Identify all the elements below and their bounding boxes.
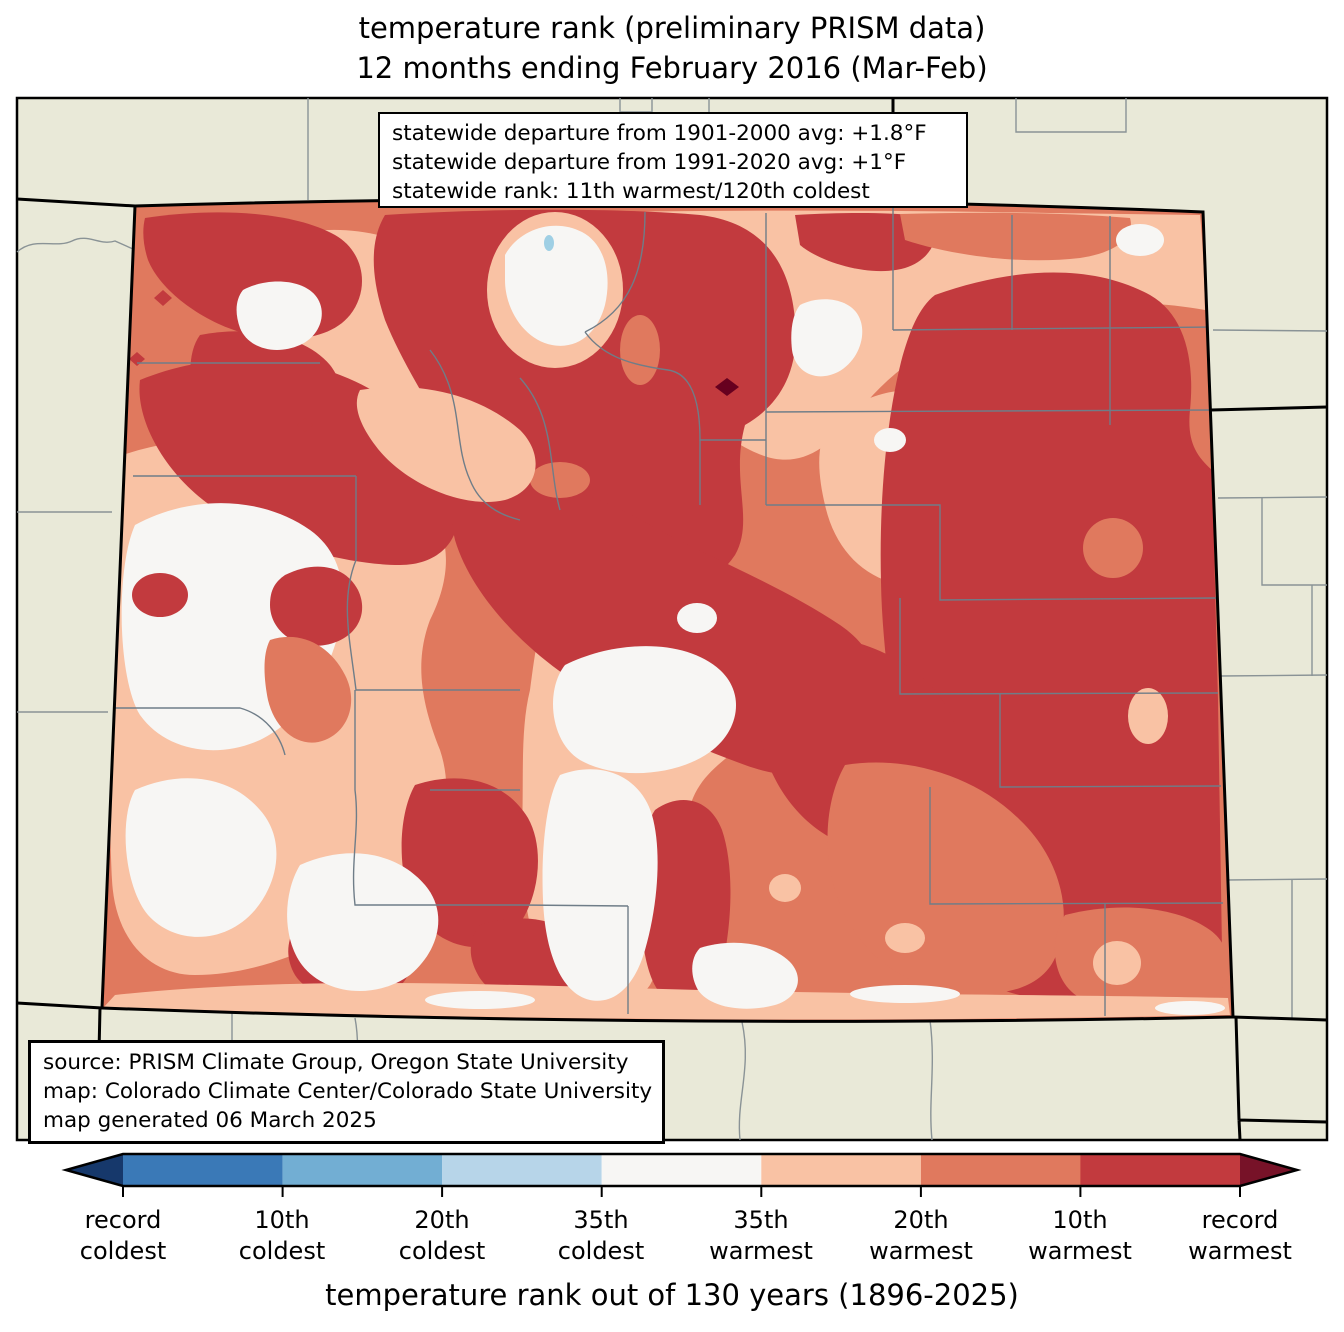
- title-line-1: temperature rank (preliminary PRISM data…: [358, 11, 986, 45]
- colorbar-label-35th-warmest: 35th warmest: [709, 1206, 813, 1265]
- colorbar-segment-35th-warmest: [761, 1154, 921, 1186]
- colorbar-segment-near-normal: [601, 1154, 762, 1186]
- page-title: temperature rank (preliminary PRISM data…: [0, 8, 1344, 88]
- map-credit-line: map: Colorado Climate Center/Colorado St…: [43, 1079, 653, 1104]
- colorbar-record-coldest-arrow: [66, 1154, 123, 1186]
- colorbar: [61, 1152, 1302, 1197]
- colorbar-label-10th-warmest: 10th warmest: [1028, 1206, 1132, 1265]
- colorbar-label-20th-coldest: 20th coldest: [398, 1206, 486, 1265]
- colorbar-segment-10th-warmest: [1080, 1154, 1240, 1186]
- temperature-contours: [102, 199, 1233, 1022]
- source-line: source: PRISM Climate Group, Oregon Stat…: [43, 1050, 629, 1075]
- colorbar-segment-20th-warmest: [920, 1154, 1081, 1186]
- record-warmest-speck: [715, 378, 739, 396]
- colorbar-label-record-warmest: record warmest: [1188, 1206, 1292, 1265]
- stats-line-departure-1901-2000: statewide departure from 1901-2000 avg: …: [392, 121, 927, 146]
- generated-date-line: map generated 06 March 2025: [43, 1108, 377, 1133]
- colorbar-record-warmest-arrow: [1240, 1154, 1297, 1186]
- contour-late-accents: [132, 566, 363, 743]
- title-line-2: 12 months ending February 2016 (Mar-Feb): [356, 51, 988, 85]
- stats-line-rank: statewide rank: 11th warmest/120th colde…: [392, 179, 870, 204]
- colorbar-segment-20th-coldest: [282, 1154, 443, 1186]
- colorbar-segment-35th-coldest: [442, 1154, 602, 1186]
- colorbar-label-20th-warmest: 20th warmest: [869, 1206, 973, 1265]
- colorbar-caption: temperature rank out of 130 years (1896-…: [325, 1278, 1019, 1312]
- colorbar-segment-10th-coldest: [123, 1154, 283, 1186]
- colorbar-label-10th-coldest: 10th coldest: [238, 1206, 326, 1265]
- colorado-county-lines: [110, 204, 1224, 1016]
- colorbar-label-35th-coldest: 35th coldest: [557, 1206, 645, 1265]
- cold-rank-speck: [544, 235, 554, 251]
- stats-line-departure-1991-2020: statewide departure from 1991-2020 avg: …: [392, 150, 907, 175]
- colorbar-ticks: [122, 1186, 1241, 1197]
- statewide-stats-box: statewide departure from 1901-2000 avg: …: [378, 112, 968, 208]
- source-attribution-box: source: PRISM Climate Group, Oregon Stat…: [28, 1040, 665, 1144]
- colorbar-label-record-coldest: record coldest: [79, 1206, 167, 1265]
